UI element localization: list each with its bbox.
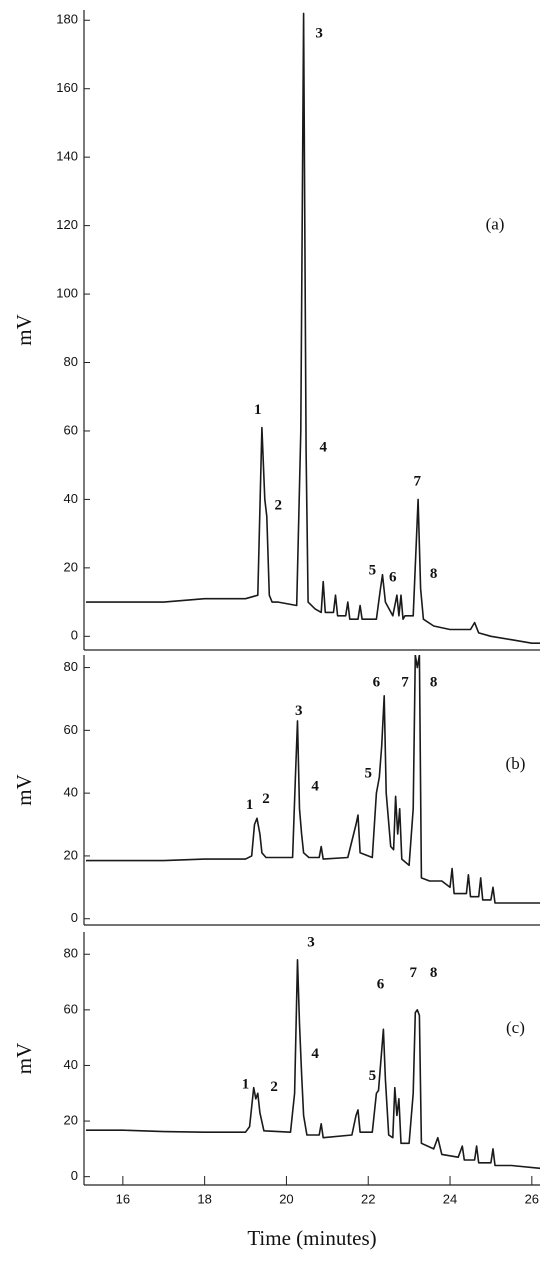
y-axis-label: mV <box>12 774 36 806</box>
peak-label: 2 <box>275 498 283 514</box>
peak-label: 5 <box>364 766 372 782</box>
y-tick-label: 180 <box>56 12 78 27</box>
peak-label: 6 <box>373 675 381 691</box>
y-tick-label: 140 <box>56 149 78 164</box>
trace <box>86 655 540 904</box>
peak-label: 7 <box>409 965 417 981</box>
x-tick-label: 24 <box>443 1191 457 1206</box>
peak-label: 3 <box>315 25 323 41</box>
peak-label: 3 <box>295 703 303 719</box>
peak-label: 2 <box>262 791 270 807</box>
y-tick-label: 0 <box>71 1168 78 1183</box>
peak-label: 7 <box>414 474 422 490</box>
plot-area <box>86 959 540 1170</box>
peak-label: 5 <box>369 563 377 579</box>
peak-label: 2 <box>270 1079 278 1095</box>
peak-label: 6 <box>377 976 385 992</box>
y-axis-label: mV <box>12 314 36 346</box>
peak-label: 1 <box>254 402 262 418</box>
y-tick-label: 0 <box>71 910 78 925</box>
y-tick-label: 20 <box>64 1112 78 1127</box>
peak-label: 4 <box>319 440 327 456</box>
panel-label: (c) <box>506 1018 525 1037</box>
x-tick-label: 16 <box>116 1191 130 1206</box>
peak-label: 7 <box>401 675 409 691</box>
x-tick-label: 20 <box>279 1191 293 1206</box>
y-tick-label: 40 <box>64 785 78 800</box>
y-tick-label: 40 <box>64 491 78 506</box>
x-tick-label: 18 <box>197 1191 211 1206</box>
trace <box>86 12 540 644</box>
peak-label: 4 <box>311 778 319 794</box>
y-tick-label: 80 <box>64 659 78 674</box>
trace <box>86 959 540 1170</box>
panel-label: (a) <box>486 215 505 234</box>
peak-label: 8 <box>430 675 438 691</box>
plot-area <box>86 12 540 644</box>
x-axis-label: Time (minutes) <box>247 1226 376 1250</box>
y-tick-label: 40 <box>64 1057 78 1072</box>
peak-label: 1 <box>246 797 254 813</box>
x-tick-label: 22 <box>361 1191 375 1206</box>
y-tick-label: 60 <box>64 422 78 437</box>
peak-label: 6 <box>389 570 397 586</box>
y-tick-label: 60 <box>64 722 78 737</box>
y-tick-label: 80 <box>64 946 78 961</box>
peak-label: 8 <box>430 965 438 981</box>
x-tick-label: 26 <box>525 1191 539 1206</box>
peak-label: 8 <box>430 566 438 582</box>
y-axis-label: mV <box>12 1043 36 1075</box>
y-tick-label: 60 <box>64 1001 78 1016</box>
y-tick-label: 160 <box>56 80 78 95</box>
peak-label: 5 <box>369 1068 377 1084</box>
y-tick-label: 20 <box>64 559 78 574</box>
peak-label: 1 <box>242 1076 250 1092</box>
peak-label: 3 <box>307 935 315 951</box>
y-tick-label: 20 <box>64 847 78 862</box>
y-tick-label: 0 <box>71 628 78 643</box>
y-tick-label: 120 <box>56 217 78 232</box>
y-tick-label: 100 <box>56 286 78 301</box>
plot-area <box>86 655 540 904</box>
peak-label: 4 <box>311 1046 319 1062</box>
panel-label: (b) <box>506 754 526 773</box>
y-tick-label: 80 <box>64 354 78 369</box>
